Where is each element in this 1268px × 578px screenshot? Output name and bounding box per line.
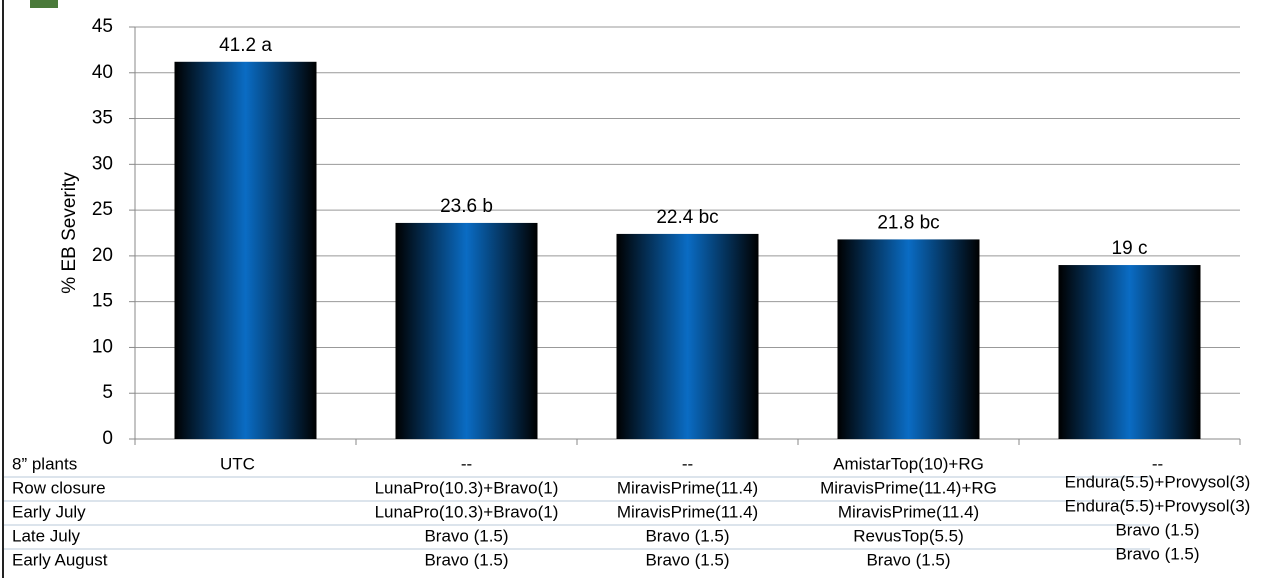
bar (174, 61, 317, 440)
row-label: Late July (12, 526, 81, 545)
table-cell: -- (682, 454, 693, 473)
table-cell: Endura(5.5)+Provysol(3) (1065, 496, 1251, 515)
table-cell: MiravisPrime(11.4) (617, 478, 758, 497)
value-label: 23.6 b (440, 196, 493, 217)
row-label: 8” plants (12, 454, 77, 473)
value-label: 41.2 a (219, 35, 272, 56)
row-label: Early August (12, 550, 108, 569)
y-tick-label: 5 (102, 382, 113, 403)
y-tick-label: 15 (92, 291, 113, 312)
row-label: Early July (12, 502, 86, 521)
y-tick-label: 35 (92, 108, 113, 129)
value-label: 22.4 bc (656, 207, 718, 228)
table-cell: -- (461, 454, 472, 473)
table-cell: Bravo (1.5) (1115, 544, 1199, 563)
bar (395, 222, 538, 439)
bar (616, 233, 759, 439)
bar (837, 239, 980, 439)
table-cell: Bravo (1.5) (866, 550, 950, 569)
y-tick-label: 20 (92, 245, 113, 266)
row-label: Row closure (12, 478, 106, 497)
y-tick-label: 45 (92, 16, 113, 37)
bar (1058, 265, 1201, 439)
table-cell: Bravo (1.5) (424, 526, 508, 545)
y-tick-label: 25 (92, 199, 113, 220)
table-cell: LunaPro(10.3)+Bravo(1) (375, 502, 559, 521)
table-cell: AmistarTop(10)+RG (833, 454, 984, 473)
table-cell: Endura(5.5)+Provysol(3) (1065, 472, 1251, 491)
table-cell: LunaPro(10.3)+Bravo(1) (375, 478, 559, 497)
table-cell: -- (1152, 454, 1163, 473)
logo-image (30, 0, 58, 8)
table-cell: MiravisPrime(11.4) (617, 502, 758, 521)
y-tick-label: 10 (92, 336, 113, 357)
y-tick-label: 30 (92, 153, 113, 174)
table-cell: Bravo (1.5) (645, 550, 729, 569)
table-cell: RevusTop(5.5) (853, 526, 964, 545)
y-tick-label: 0 (102, 428, 113, 449)
table-cell: UTC (220, 454, 255, 473)
y-tick-label: 40 (92, 62, 113, 83)
y-axis-label: % EB Severity (59, 172, 80, 294)
value-label: 21.8 bc (877, 212, 939, 233)
table-cell: Bravo (1.5) (645, 526, 729, 545)
value-label: 19 c (1112, 238, 1148, 259)
table-cell: MiravisPrime(11.4) (838, 502, 979, 521)
table-cell: Bravo (1.5) (424, 550, 508, 569)
table-cell: MiravisPrime(11.4)+RG (820, 478, 997, 497)
table-cell: Bravo (1.5) (1115, 520, 1199, 539)
